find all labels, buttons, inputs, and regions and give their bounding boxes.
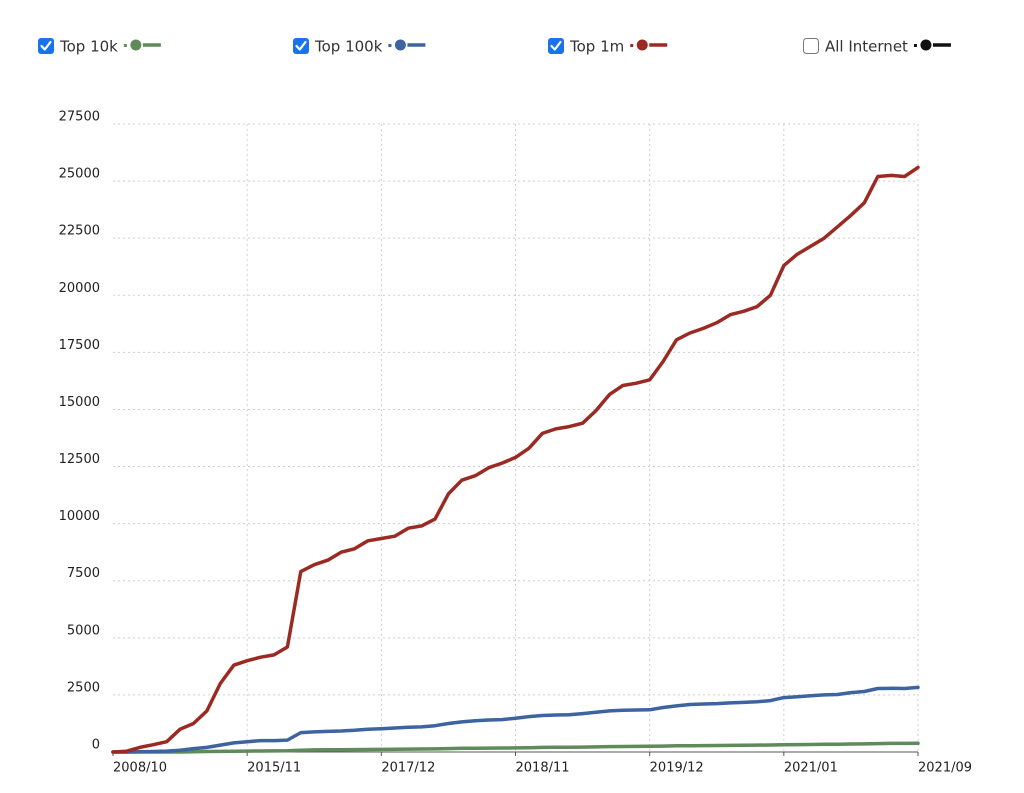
y-tick-label: 25000 bbox=[59, 167, 100, 182]
x-tick-label: 2019/12 bbox=[650, 761, 704, 776]
checkmark bbox=[40, 40, 52, 51]
y-tick-label: 15000 bbox=[59, 395, 100, 410]
legend-item[interactable]: Top 100k bbox=[293, 38, 426, 56]
legend-item[interactable]: Top 1m bbox=[548, 38, 668, 56]
x-tick-label: 2008/10 bbox=[113, 761, 167, 776]
y-tick-label: 17500 bbox=[59, 338, 100, 353]
checkmark bbox=[550, 40, 562, 51]
checkmark bbox=[295, 40, 307, 51]
legend-label: Top 1m bbox=[569, 38, 624, 56]
legend-marker-dot bbox=[388, 44, 392, 47]
legend-label: All Internet bbox=[825, 38, 908, 56]
legend-marker-dot bbox=[123, 44, 127, 47]
y-tick-label: 5000 bbox=[67, 623, 100, 638]
checkbox[interactable] bbox=[803, 38, 819, 54]
y-tick-label: 2500 bbox=[67, 680, 100, 695]
y-tick-label: 10000 bbox=[59, 509, 100, 524]
legend-marker bbox=[394, 39, 406, 51]
legend-marker bbox=[130, 39, 142, 51]
y-tick-label: 20000 bbox=[59, 281, 100, 296]
x-tick-label: 2021/09 bbox=[918, 761, 972, 776]
series-line bbox=[111, 165, 920, 754]
y-tick-label: 27500 bbox=[59, 110, 100, 125]
x-tick-label: 2018/11 bbox=[516, 761, 570, 776]
y-tick-label: 12500 bbox=[59, 452, 100, 467]
legend-item[interactable]: All Internet bbox=[803, 38, 951, 56]
legend-label: Top 10k bbox=[59, 38, 118, 56]
y-tick-label: 0 bbox=[92, 738, 100, 753]
series-line bbox=[111, 741, 920, 754]
series-line bbox=[111, 685, 920, 754]
x-tick-label: 2015/11 bbox=[247, 761, 301, 776]
y-tick-label: 7500 bbox=[67, 566, 100, 581]
x-tick-label: 2021/01 bbox=[784, 761, 838, 776]
legend-marker bbox=[636, 39, 648, 51]
legend-item[interactable]: Top 10k bbox=[38, 38, 161, 56]
y-tick-label: 22500 bbox=[59, 224, 100, 239]
legend-marker bbox=[920, 39, 932, 51]
legend-marker-dot bbox=[913, 44, 917, 47]
legend-marker-dot bbox=[630, 44, 634, 47]
x-tick-label: 2017/12 bbox=[381, 761, 435, 776]
legend-label: Top 100k bbox=[314, 38, 383, 56]
